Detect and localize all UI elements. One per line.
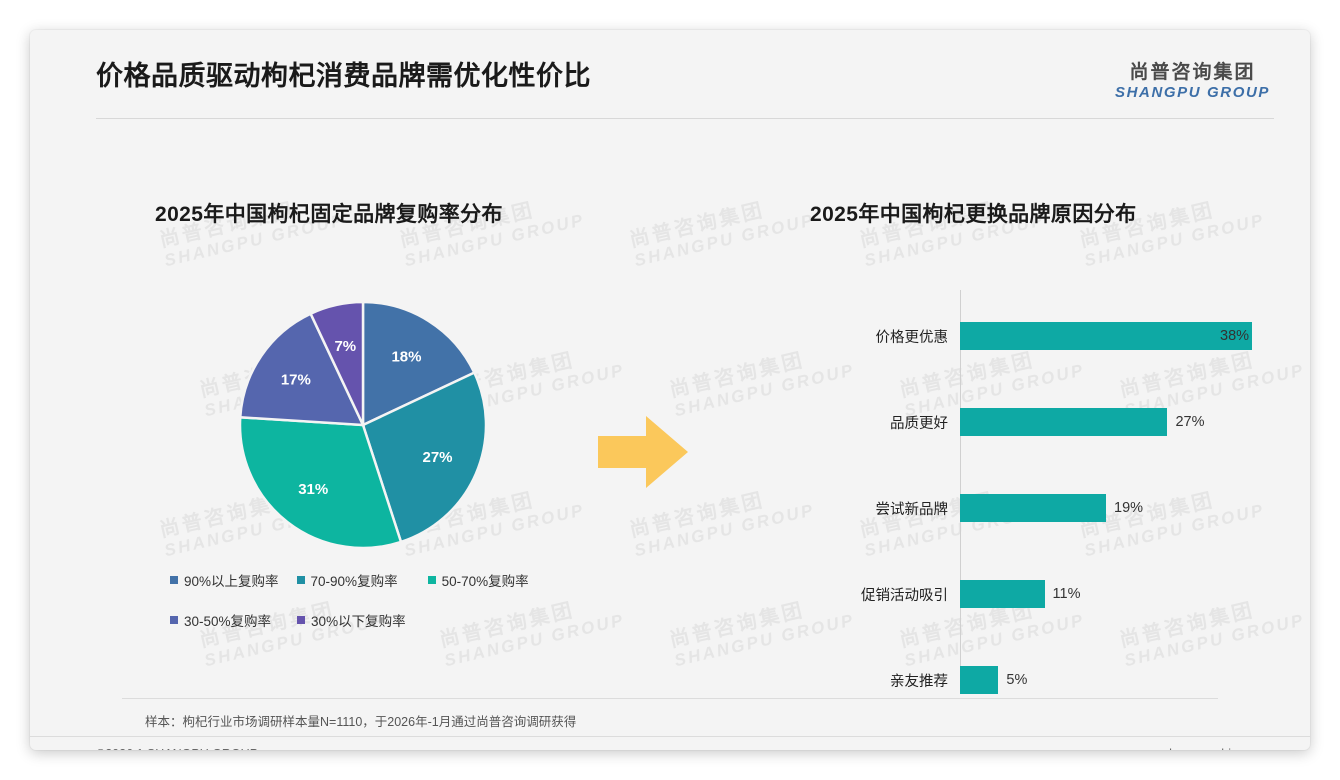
legend-swatch-icon	[427, 576, 436, 584]
legend-label: 70-90%复购率	[310, 574, 398, 589]
pie-slice	[361, 300, 476, 427]
bar-chart-title: 2025年中国枸杞更换品牌原因分布	[810, 203, 1137, 226]
footer-copyright: ©2026.1 SHANGPU GROUP	[96, 747, 258, 750]
legend-row: 90%以上复购率 70-90%复购率 50-70%复购率	[170, 570, 590, 590]
legend-row: 30-50%复购率 30%以下复购率	[170, 610, 590, 630]
bar-fill[interactable]	[960, 580, 1045, 608]
bar-value-label: 19%	[1114, 500, 1144, 516]
pie-slice	[238, 415, 403, 550]
pie-slice-label: 17%	[281, 371, 311, 388]
legend-swatch-icon	[170, 616, 178, 624]
legend-item[interactable]: 70-90%复购率	[296, 570, 398, 590]
bar-chart-row: 价格更优惠 38%	[820, 316, 1290, 356]
bar-fill[interactable]	[960, 494, 1106, 522]
legend-label: 50-70%复购率	[441, 574, 529, 589]
bar-category-label: 尝试新品牌	[875, 501, 949, 518]
footer-divider	[30, 736, 1310, 737]
bar-chart-row: 尝试新品牌 19%	[820, 488, 1290, 528]
slide-header: 价格品质驱动枸杞消费品牌需优化性价比 尚普咨询集团 SHANGPU GROUP	[30, 30, 1310, 120]
bar-category-label: 品质更好	[890, 415, 948, 432]
bar-value-label: 38%	[1220, 328, 1250, 344]
bar-value-label: 5%	[1006, 672, 1028, 688]
bar-track: 11%	[954, 574, 1290, 614]
bar-value-label: 11%	[1052, 586, 1081, 602]
bar-chart-row: 品质更好 27%	[820, 402, 1290, 442]
right-arrow-icon	[598, 412, 690, 497]
pie-slice-label: 18%	[391, 348, 421, 365]
pie-chart-svg: 18% 27% 31% 17% 7%	[238, 300, 488, 550]
legend-item[interactable]: 30%以下复购率	[297, 610, 406, 630]
bar-track: 27%	[954, 402, 1290, 442]
bar-track: 5%	[954, 660, 1290, 700]
bar-chart-row: 亲友推荐 5%	[820, 660, 1290, 700]
pie-slice	[361, 370, 488, 544]
footer-website: www.shangpu-china.com	[1133, 747, 1272, 750]
footnote-text: 样本：枸杞行业市场调研样本量N=1110，于2026年-1月通过尚普咨询调研获得	[145, 715, 577, 729]
bar-fill[interactable]	[960, 666, 999, 694]
footnote-divider	[122, 698, 1218, 699]
pie-slice	[238, 312, 366, 427]
logo-chinese-text: 尚普咨询集团	[1129, 62, 1256, 83]
bar-value-label: 27%	[1175, 414, 1205, 430]
legend-item[interactable]: 50-70%复购率	[427, 570, 529, 590]
bar-fill[interactable]	[960, 408, 1168, 436]
header-divider	[96, 118, 1274, 119]
legend-swatch-icon	[297, 616, 306, 624]
bar-category-label: 亲友推荐	[890, 673, 948, 690]
pie-slice	[308, 300, 365, 426]
legend-swatch-icon	[296, 576, 305, 584]
pie-chart-title: 2025年中国枸杞固定品牌复购率分布	[155, 203, 503, 226]
legend-swatch-icon	[170, 576, 178, 584]
legend-label: 30%以下复购率	[311, 614, 406, 629]
bar-track: 38%	[954, 316, 1290, 356]
pie-slice-label: 27%	[422, 449, 452, 466]
pie-chart: 18% 27% 31% 17% 7%	[230, 300, 500, 550]
legend-label: 30-50%复购率	[184, 614, 272, 629]
brand-logo: 尚普咨询集团 SHANGPU GROUP	[1115, 62, 1270, 101]
slide-card: 尚普咨询集团 SHANGPU GROUP 尚普咨询集团 SHANGPU GROUP 尚普…	[30, 30, 1310, 750]
bar-chart-row: 促销活动吸引 11%	[820, 574, 1290, 614]
pie-slice-label: 7%	[334, 338, 356, 355]
page-title: 价格品质驱动枸杞消费品牌需优化性价比	[96, 61, 591, 91]
bar-track: 19%	[954, 488, 1290, 528]
bar-chart-axis	[960, 290, 961, 690]
legend-label: 90%以上复购率	[184, 574, 279, 589]
bar-chart: 价格更优惠 38% 品质更好 27% 尝试新品牌 19% 促销活动吸引 11% 亲友推荐 5%	[820, 280, 1290, 700]
bar-category-label: 价格更优惠	[875, 329, 949, 346]
bar-fill[interactable]	[960, 322, 1252, 350]
logo-english-text: SHANGPU GROUP	[1115, 83, 1270, 101]
legend-item[interactable]: 90%以上复购率	[170, 570, 279, 590]
legend-item[interactable]: 30-50%复购率	[170, 610, 271, 630]
pie-chart-legend: 90%以上复购率 70-90%复购率 50-70%复购率 30-50%复购率 30%以下…	[170, 570, 590, 650]
pie-slice-label: 31%	[298, 481, 328, 498]
bar-category-label: 促销活动吸引	[861, 587, 948, 604]
